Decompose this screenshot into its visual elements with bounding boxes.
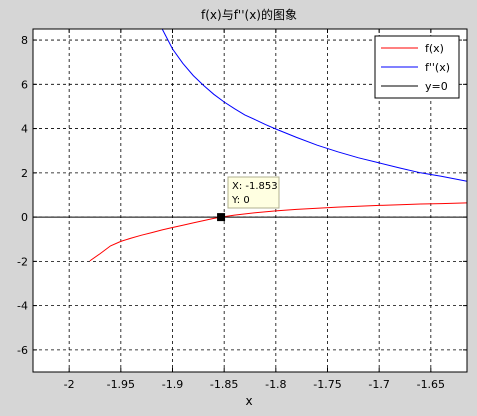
x-tick-label: -1.95 — [107, 378, 135, 391]
legend-label: y=0 — [425, 80, 448, 93]
x-tick-label: -1.75 — [313, 378, 341, 391]
y-tick-label: 6 — [21, 78, 28, 91]
y-tick-label: -2 — [17, 255, 28, 268]
chart-title: f(x)与f''(x)的图象 — [201, 7, 297, 22]
datatip-x-value: X: -1.853 — [232, 181, 278, 192]
datatip-marker[interactable] — [217, 213, 226, 222]
y-tick-label: 2 — [21, 167, 28, 180]
axes-box — [32, 28, 468, 373]
y-tick-label: -4 — [17, 300, 28, 313]
y-tick-label: 4 — [21, 123, 28, 136]
datatip-y-value: Y: 0 — [231, 195, 250, 206]
datatip-box[interactable] — [227, 176, 280, 209]
y-tick-label: -6 — [17, 344, 28, 357]
x-tick-label: -1.65 — [417, 378, 445, 391]
y-tick-label: 8 — [21, 34, 28, 47]
x-tick-label: -1.9 — [162, 378, 183, 391]
series-line-1[interactable] — [161, 28, 468, 182]
y-tick-label: 0 — [21, 211, 28, 224]
x-axis-label: x — [245, 394, 252, 408]
x-tick-label: -1.85 — [210, 378, 238, 391]
x-tick-label: -2 — [64, 378, 75, 391]
legend-label: f(x) — [425, 42, 444, 55]
legend-label: f''(x) — [425, 61, 450, 74]
x-tick-label: -1.8 — [265, 378, 286, 391]
x-tick-label: -1.7 — [368, 378, 389, 391]
